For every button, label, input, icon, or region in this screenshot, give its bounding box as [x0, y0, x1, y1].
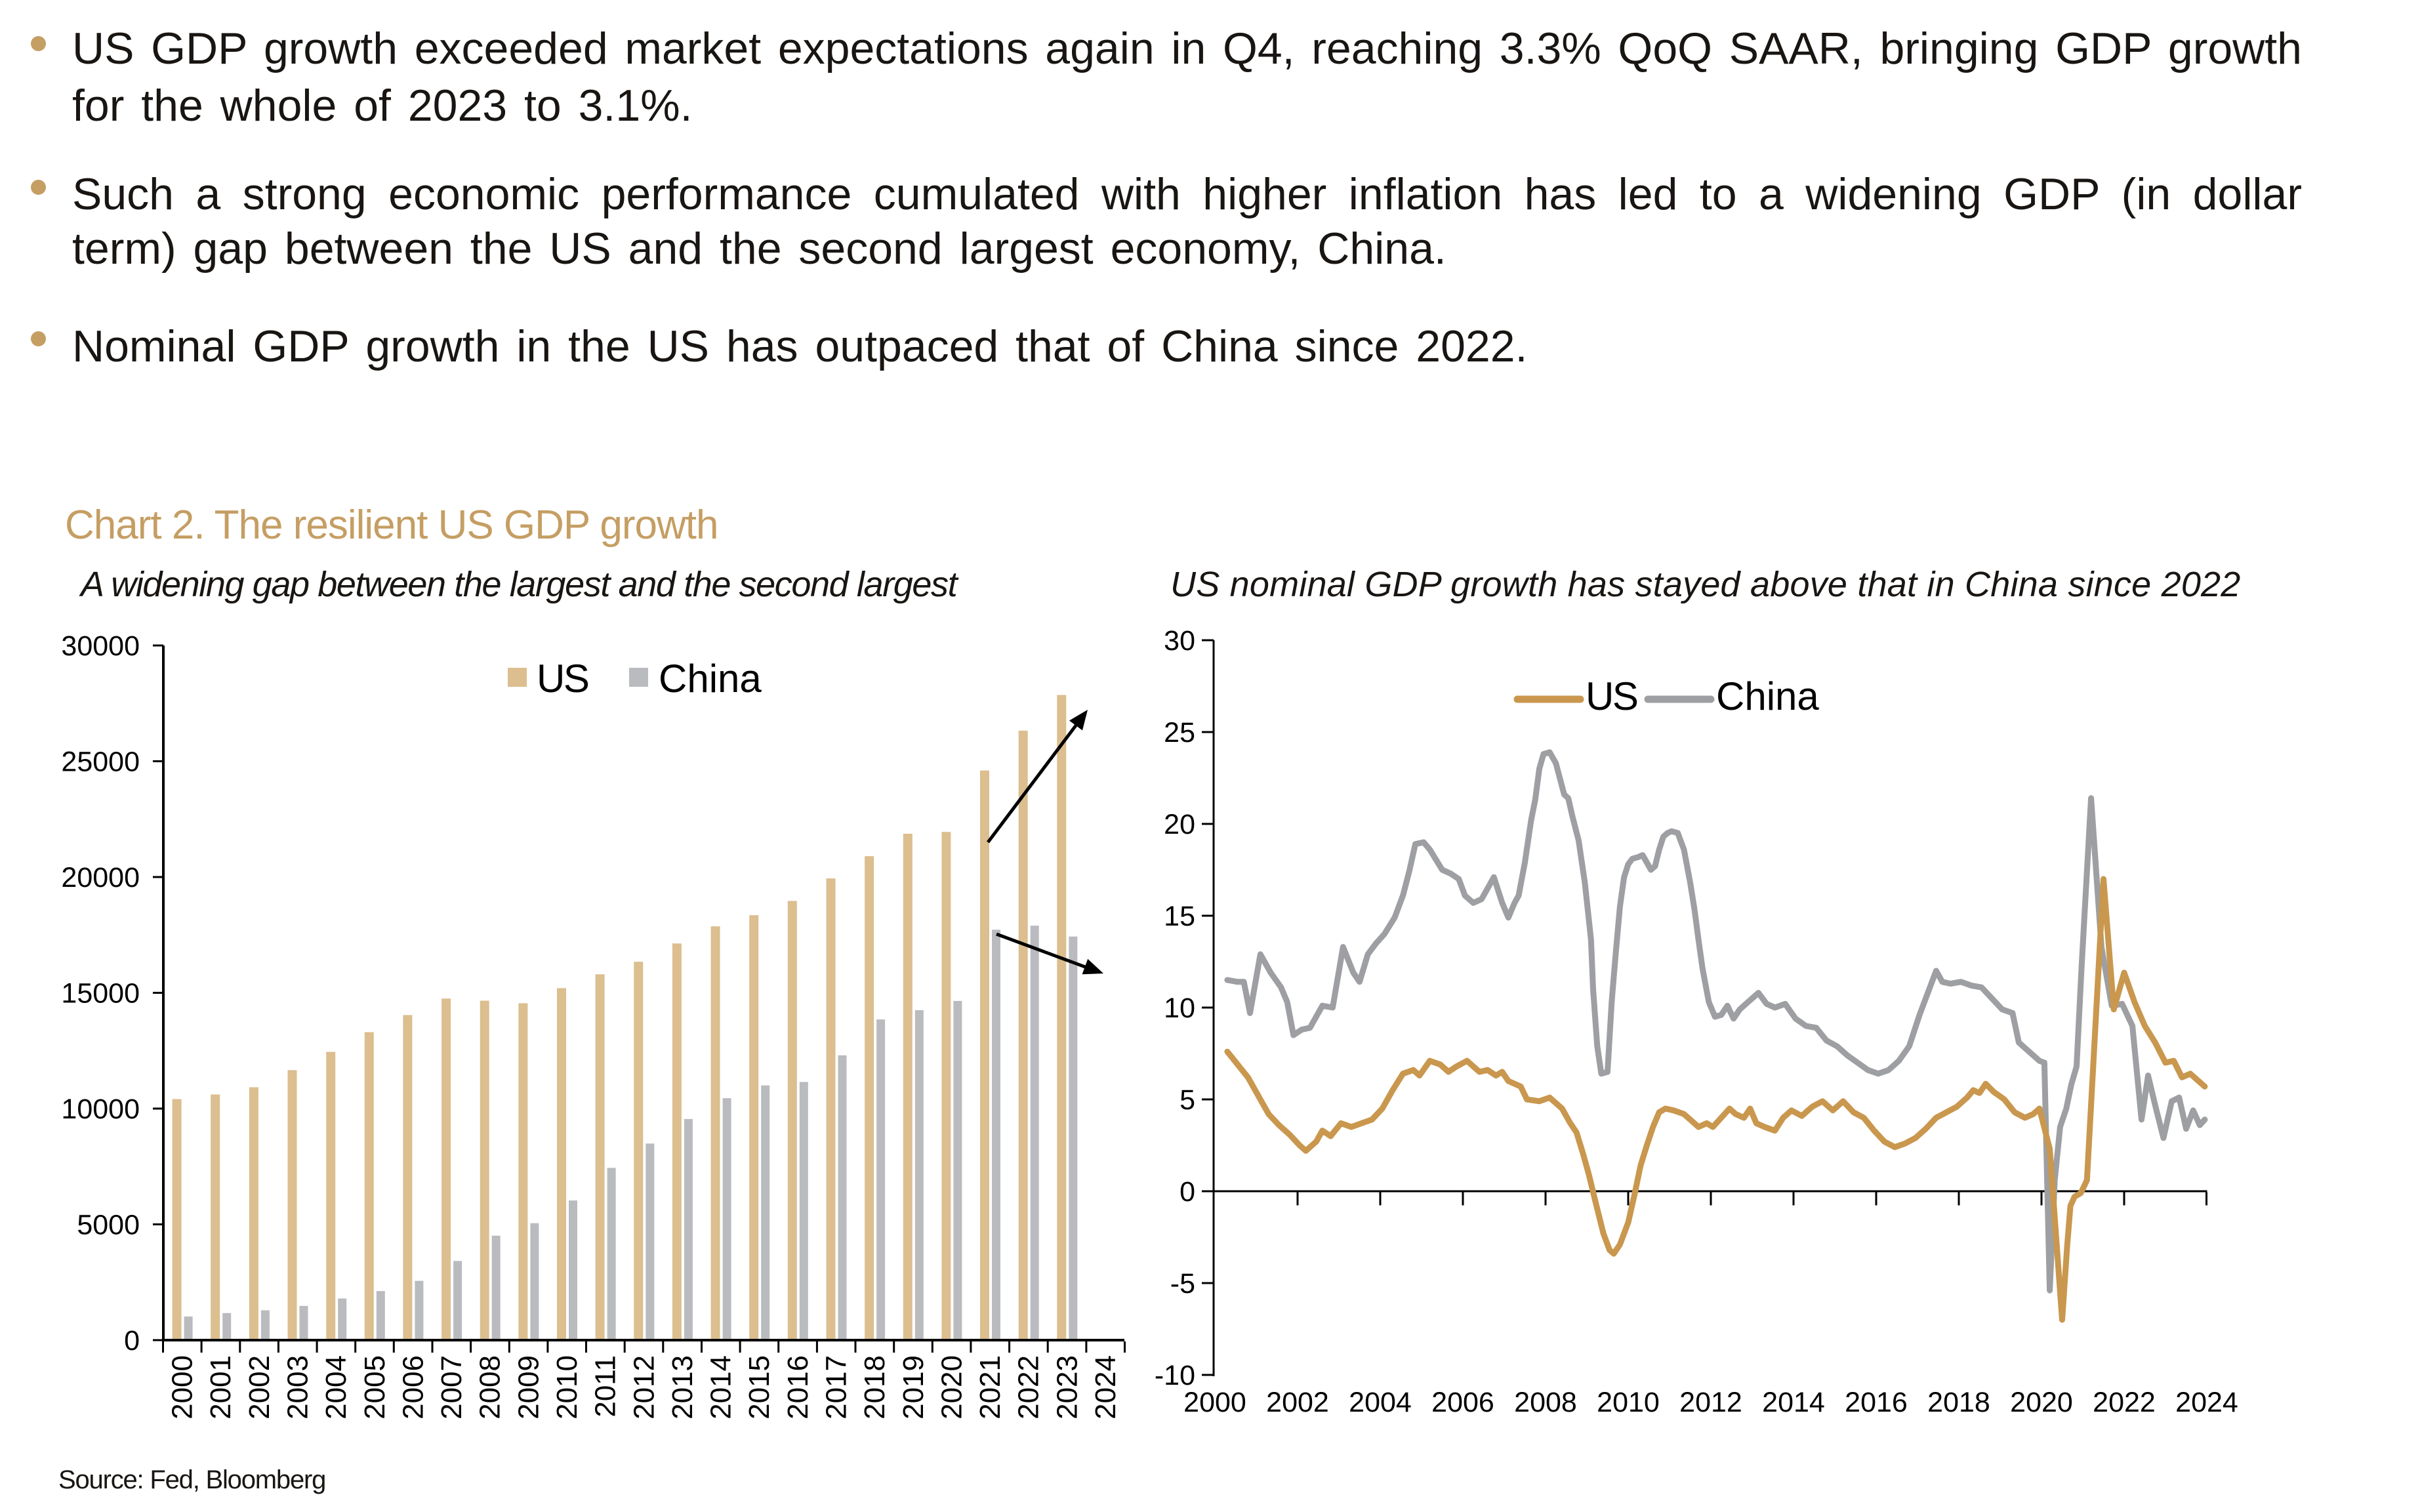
svg-text:US: US: [537, 657, 588, 701]
svg-text:2024: 2024: [1090, 1355, 1122, 1420]
svg-text:2020: 2020: [2010, 1387, 2073, 1418]
svg-text:5: 5: [1179, 1084, 1195, 1116]
svg-text:25: 25: [1164, 717, 1195, 748]
svg-text:2000: 2000: [167, 1355, 199, 1420]
svg-text:2008: 2008: [474, 1355, 506, 1420]
svg-text:2018: 2018: [1927, 1387, 1990, 1418]
svg-text:30000: 30000: [61, 630, 140, 662]
svg-text:2016: 2016: [1845, 1387, 1908, 1418]
svg-text:15000: 15000: [61, 978, 140, 1010]
svg-text:2004: 2004: [1349, 1387, 1412, 1418]
svg-text:0: 0: [1179, 1176, 1195, 1208]
svg-text:30: 30: [1164, 625, 1195, 657]
svg-text:2022: 2022: [2093, 1387, 2156, 1418]
svg-text:2000: 2000: [1183, 1387, 1246, 1418]
svg-text:-10: -10: [1155, 1360, 1195, 1391]
svg-text:2002: 2002: [1266, 1387, 1329, 1418]
svg-text:US: US: [1586, 674, 1637, 718]
svg-text:2002: 2002: [243, 1355, 276, 1420]
svg-text:15: 15: [1164, 901, 1195, 932]
svg-text:2023: 2023: [1051, 1355, 1083, 1420]
svg-text:2006: 2006: [397, 1355, 429, 1420]
svg-text:2010: 2010: [1597, 1387, 1660, 1418]
svg-text:2011: 2011: [590, 1355, 622, 1418]
svg-text:2004: 2004: [320, 1355, 352, 1420]
svg-text:2018: 2018: [859, 1355, 891, 1420]
svg-text:2022: 2022: [1013, 1355, 1045, 1420]
svg-text:5000: 5000: [77, 1210, 140, 1241]
svg-text:-5: -5: [1170, 1268, 1195, 1299]
svg-text:2009: 2009: [512, 1355, 544, 1420]
svg-text:0: 0: [124, 1325, 140, 1357]
svg-text:2012: 2012: [628, 1355, 660, 1420]
svg-text:2008: 2008: [1514, 1387, 1577, 1418]
svg-text:10000: 10000: [61, 1093, 140, 1125]
svg-text:25000: 25000: [61, 746, 140, 778]
svg-text:2014: 2014: [705, 1355, 737, 1420]
svg-text:2016: 2016: [782, 1355, 814, 1420]
svg-text:20000: 20000: [61, 862, 140, 893]
svg-text:2003: 2003: [282, 1355, 314, 1420]
svg-text:2024: 2024: [2175, 1387, 2238, 1418]
svg-text:2019: 2019: [897, 1355, 930, 1420]
svg-text:2010: 2010: [551, 1355, 583, 1420]
svg-text:2006: 2006: [1431, 1387, 1494, 1418]
svg-text:2021: 2021: [974, 1355, 1006, 1420]
svg-text:2012: 2012: [1679, 1387, 1742, 1418]
svg-text:10: 10: [1164, 992, 1195, 1024]
svg-text:2017: 2017: [821, 1355, 853, 1420]
svg-text:2013: 2013: [667, 1355, 699, 1420]
svg-text:2005: 2005: [359, 1355, 391, 1420]
svg-text:China: China: [1716, 674, 1819, 718]
svg-text:2001: 2001: [205, 1355, 237, 1420]
svg-text:2014: 2014: [1762, 1387, 1825, 1418]
svg-text:20: 20: [1164, 809, 1195, 840]
svg-text:2020: 2020: [935, 1355, 968, 1420]
svg-text:2007: 2007: [436, 1355, 468, 1420]
svg-text:2015: 2015: [743, 1355, 775, 1420]
svg-text:China: China: [659, 657, 762, 701]
